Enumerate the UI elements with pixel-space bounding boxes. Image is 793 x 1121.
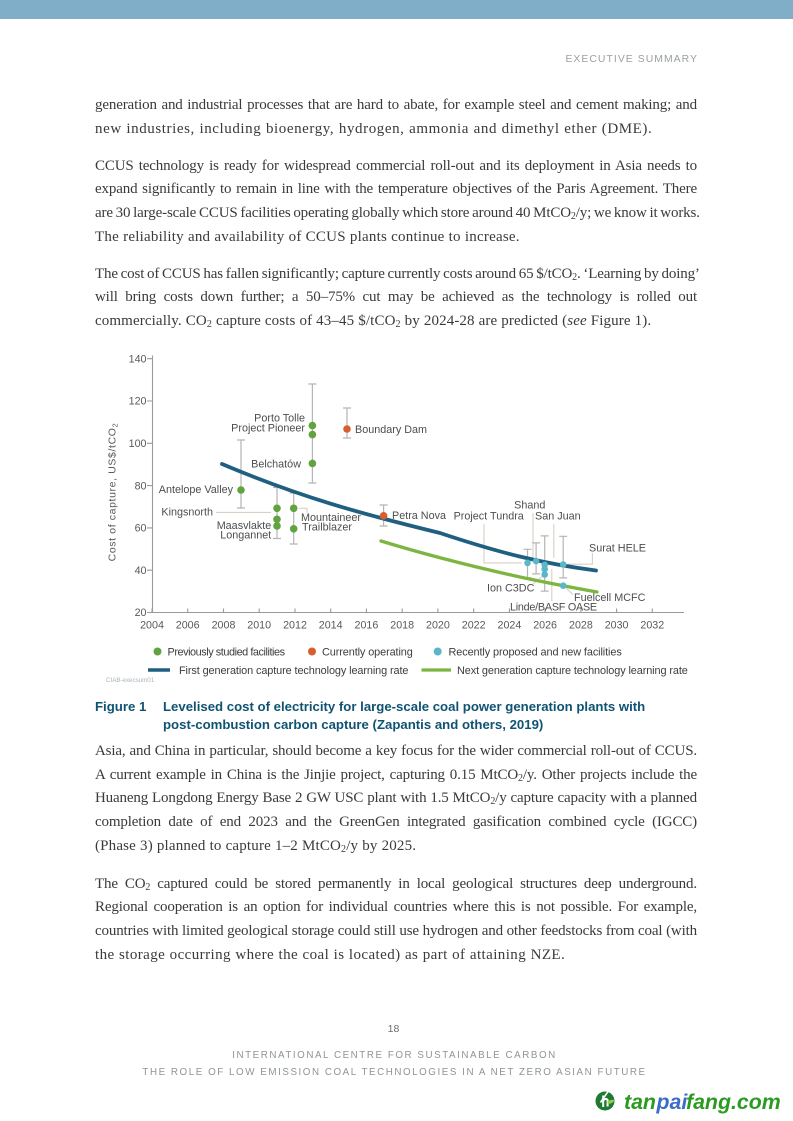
- svg-text:2010: 2010: [247, 620, 271, 632]
- svg-text:Kingsnorth: Kingsnorth: [161, 507, 213, 519]
- svg-text:Mountaineer: Mountaineer: [301, 512, 361, 524]
- svg-text:Petra Nova: Petra Nova: [392, 510, 446, 522]
- svg-text:2020: 2020: [426, 620, 450, 632]
- svg-text:80: 80: [135, 480, 147, 492]
- svg-text:Fuelcell MCFC: Fuelcell MCFC: [574, 592, 646, 604]
- svg-text:20: 20: [135, 607, 147, 619]
- svg-text:100: 100: [129, 438, 147, 450]
- svg-text:Belchatów: Belchatów: [251, 458, 301, 470]
- svg-text:Project Pioneer: Project Pioneer: [231, 423, 305, 435]
- svg-text:San Juan: San Juan: [535, 511, 581, 523]
- svg-text:2030: 2030: [605, 620, 629, 632]
- svg-text:2014: 2014: [319, 620, 343, 632]
- svg-text:CIAB-execsum01: CIAB-execsum01: [106, 677, 155, 684]
- svg-text:Previously studied facilities: Previously studied facilities: [168, 647, 286, 659]
- svg-text:Ion C3DC: Ion C3DC: [487, 583, 535, 595]
- svg-text:Maasvlakte: Maasvlakte: [217, 520, 272, 532]
- svg-text:2016: 2016: [355, 620, 379, 632]
- svg-text:fang.com: fang.com: [686, 1090, 781, 1114]
- svg-text:140: 140: [129, 353, 147, 365]
- svg-text:Linde/BASF OASE: Linde/BASF OASE: [510, 602, 597, 614]
- svg-text:Surat HELE: Surat HELE: [589, 542, 646, 554]
- svg-text:First generation capture techn: First generation capture technology lear…: [179, 665, 408, 677]
- svg-text:Currently operating: Currently operating: [322, 647, 413, 659]
- svg-text:2006: 2006: [176, 620, 200, 632]
- svg-text:Cost of capture, US$/tCO2: Cost of capture, US$/tCO2: [107, 423, 120, 562]
- svg-text:2032: 2032: [640, 620, 664, 632]
- svg-text:Antelope Valley: Antelope Valley: [159, 484, 234, 496]
- svg-text:2028: 2028: [569, 620, 593, 632]
- svg-text:60: 60: [135, 523, 147, 535]
- svg-text:2012: 2012: [283, 620, 307, 632]
- svg-text:2018: 2018: [390, 620, 414, 632]
- svg-text:Boundary Dam: Boundary Dam: [355, 424, 427, 436]
- svg-text:40: 40: [135, 565, 147, 577]
- svg-text:2004: 2004: [140, 620, 164, 632]
- svg-text:Next generation capture techno: Next generation capture technology learn…: [457, 665, 688, 677]
- svg-text:pai: pai: [656, 1090, 689, 1114]
- svg-text:Shand: Shand: [514, 500, 545, 512]
- svg-text:tan: tan: [624, 1090, 656, 1114]
- svg-text:120: 120: [129, 396, 147, 408]
- svg-text:Longannet: Longannet: [220, 530, 271, 542]
- svg-text:2024: 2024: [498, 620, 522, 632]
- svg-text:2022: 2022: [462, 620, 486, 632]
- svg-text:Trailblazer: Trailblazer: [302, 522, 352, 534]
- svg-text:Recently proposed and new faci: Recently proposed and new facilities: [449, 647, 623, 659]
- svg-text:Porto Tolle: Porto Tolle: [254, 413, 305, 425]
- svg-text:Project Tundra: Project Tundra: [454, 511, 524, 523]
- svg-text:2026: 2026: [533, 620, 557, 632]
- svg-text:2008: 2008: [212, 620, 236, 632]
